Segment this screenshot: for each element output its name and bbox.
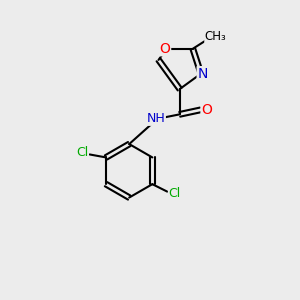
Text: N: N (197, 67, 208, 81)
Text: NH: NH (147, 112, 165, 125)
Text: Cl: Cl (169, 188, 181, 200)
Text: O: O (160, 42, 171, 56)
Text: O: O (201, 103, 212, 117)
Text: Cl: Cl (76, 146, 88, 160)
Text: CH₃: CH₃ (205, 30, 226, 44)
